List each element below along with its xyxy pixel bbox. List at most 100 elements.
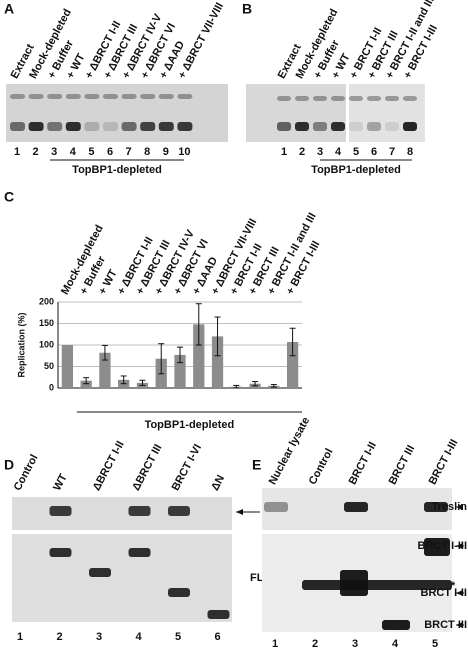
band: [89, 568, 111, 577]
gel: [6, 84, 228, 142]
lane-number: 1: [14, 146, 20, 158]
y-tick-label: 150: [39, 318, 54, 328]
lane-number: 1: [272, 638, 278, 650]
bar: [193, 324, 205, 388]
lane-number: 2: [56, 631, 62, 643]
asterisk: *: [451, 580, 456, 592]
band: [140, 94, 156, 99]
band: [349, 96, 363, 101]
y-tick-label: 0: [49, 382, 54, 392]
band: [10, 122, 25, 131]
lane-number: 1: [281, 146, 287, 158]
lane-number: 5: [88, 146, 94, 158]
arrow-head: [456, 590, 463, 596]
y-tick-label: 50: [44, 361, 54, 371]
y-tick-label: 200: [39, 296, 54, 306]
band: [49, 506, 72, 516]
lane-number: 3: [96, 631, 102, 643]
group-label: TopBP1-depleted: [311, 164, 401, 176]
gel: [349, 84, 425, 142]
lane-number: 6: [371, 146, 377, 158]
band: [28, 122, 44, 131]
gel: [12, 534, 232, 622]
lane-number: 6: [107, 146, 113, 158]
band: [344, 502, 368, 512]
band: [331, 122, 345, 131]
band: [158, 94, 174, 99]
lane-label: + ΔBRCT VII-VIII: [176, 1, 226, 81]
lane-number: 7: [126, 146, 132, 158]
band: [177, 94, 193, 99]
lane-number: 3: [352, 638, 358, 650]
band: [277, 122, 291, 131]
band: [277, 96, 291, 101]
band: [49, 548, 72, 557]
band: [121, 94, 137, 99]
band: [168, 588, 190, 597]
arrow-head: [236, 509, 243, 515]
y-axis-label: Replication (%): [16, 312, 26, 377]
band: [331, 96, 345, 101]
band: [424, 502, 448, 512]
lane-number: 4: [135, 631, 142, 643]
bar: [174, 354, 186, 388]
lane-label: Control: [12, 453, 41, 493]
lane-number: 5: [353, 146, 359, 158]
band: [385, 122, 399, 131]
band: [302, 580, 452, 590]
y-tick-label: 100: [39, 339, 54, 349]
lane-number: 6: [214, 631, 220, 643]
lane-number: 8: [407, 146, 413, 158]
band: [28, 94, 44, 99]
band: [65, 122, 81, 131]
band: [382, 620, 410, 630]
band: [128, 506, 151, 516]
lane-number: 5: [432, 638, 438, 650]
band: [403, 96, 417, 101]
band: [313, 122, 327, 131]
band: [103, 122, 118, 131]
band: [121, 122, 137, 131]
arrow-head: [456, 622, 463, 628]
lane-number: 4: [335, 146, 342, 158]
band: [84, 94, 100, 99]
lane-label: ΔBRCT I-II: [91, 439, 127, 493]
lane-label: BRCT I-VI: [170, 442, 204, 492]
marker-label: BRCT III: [424, 619, 467, 631]
lane-number: 10: [178, 146, 190, 158]
arrow-head: [456, 543, 463, 549]
bar: [286, 341, 299, 388]
band: [385, 96, 399, 101]
band: [349, 122, 363, 131]
panel-letter: A: [4, 1, 14, 17]
lane-label: BRCT I-III: [427, 437, 461, 486]
band: [367, 96, 381, 101]
band: [47, 94, 63, 99]
panel-letter: C: [4, 189, 14, 205]
panel-letter: B: [242, 1, 252, 17]
bar: [99, 352, 111, 388]
lane-label: BRCT III: [387, 443, 418, 486]
band: [103, 94, 118, 99]
lane-number: 2: [299, 146, 305, 158]
lane-number: 7: [389, 146, 395, 158]
band: [128, 548, 151, 557]
bar: [211, 336, 224, 388]
lane-label: ΔBRCT III: [130, 442, 164, 492]
arrow-head: [456, 504, 463, 510]
lane-number: 3: [51, 146, 57, 158]
lane-number: 2: [33, 146, 39, 158]
band: [158, 122, 174, 131]
band: [10, 94, 25, 99]
marker-label: BRCT I-II: [421, 587, 467, 599]
band: [340, 570, 368, 596]
lane-number: 4: [392, 638, 399, 650]
band: [65, 94, 81, 99]
band: [424, 538, 450, 556]
lane-label: BRCT I-II: [347, 440, 379, 487]
band: [313, 96, 327, 101]
lane-label: WT: [51, 472, 70, 493]
band: [177, 122, 193, 131]
bar: [80, 380, 92, 388]
